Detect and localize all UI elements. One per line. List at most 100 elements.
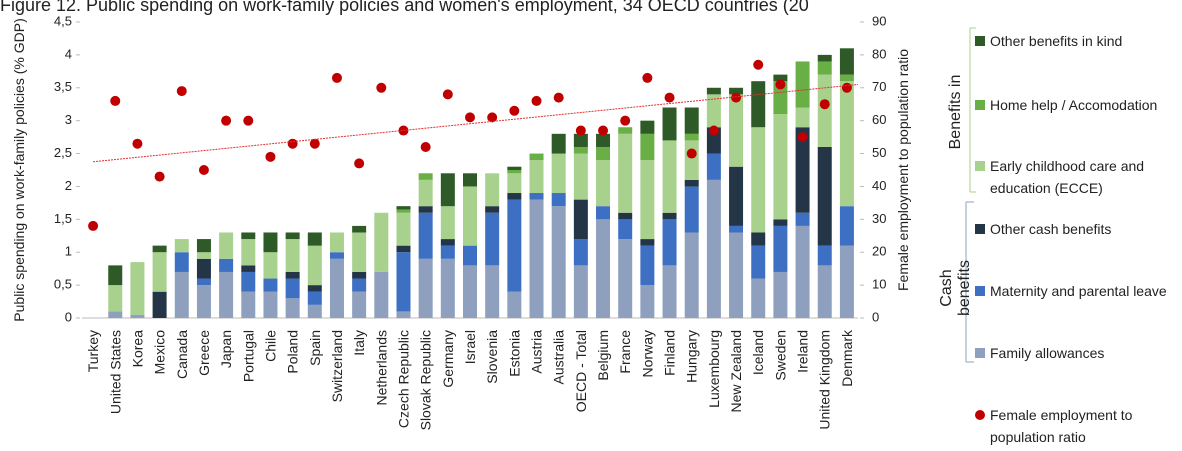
x-tick-label: United Kingdom <box>817 330 833 430</box>
dot <box>309 138 320 149</box>
dot <box>553 92 564 103</box>
bar-segment <box>773 114 788 220</box>
x-tick-label: Hungary <box>684 330 700 383</box>
bar-segment <box>241 239 256 266</box>
bar-segment <box>352 225 367 233</box>
dot <box>487 112 498 123</box>
dot <box>797 132 808 143</box>
bar-segment <box>795 61 810 108</box>
bar-segment <box>507 199 522 292</box>
x-tick-label: Korea <box>129 330 145 368</box>
bar-segment <box>773 81 788 115</box>
y2-tick-label: 90 <box>872 13 886 28</box>
bar-segment <box>706 179 721 318</box>
bar-segment <box>596 133 611 147</box>
x-tick-label: Australia <box>551 330 567 385</box>
y-tick-label: 2 <box>65 178 72 193</box>
dot <box>731 92 742 103</box>
bar-segment <box>596 146 611 161</box>
x-tick-label: New Zealand <box>728 330 744 413</box>
bar-segment <box>241 291 256 318</box>
dot <box>376 82 387 93</box>
legend-swatch <box>975 348 985 358</box>
bar-segment <box>684 140 699 180</box>
y2-tick-label: 60 <box>872 112 886 127</box>
bar-segment <box>307 232 322 246</box>
dot <box>265 151 276 162</box>
dot <box>221 115 232 126</box>
y2-tick-label: 10 <box>872 277 886 292</box>
x-tick-label: Czech Republic <box>395 330 411 428</box>
bar-segment <box>684 232 699 318</box>
dot <box>664 92 675 103</box>
bar-segment <box>507 166 522 170</box>
bar-segment <box>529 199 544 318</box>
legend-swatch <box>975 161 985 171</box>
x-tick-label: France <box>617 330 633 374</box>
legend-group: Benefits in <box>947 75 964 150</box>
bar-segment <box>751 245 766 279</box>
bar-segment <box>596 206 611 220</box>
bar-segment <box>640 120 655 134</box>
bar-segment <box>817 74 832 147</box>
x-tick-label: United States <box>107 330 123 414</box>
bar-segment <box>662 219 677 266</box>
dot <box>287 138 298 149</box>
y2-tick-label: 50 <box>872 145 886 160</box>
bar-segment <box>795 127 810 213</box>
bar-segment <box>551 206 566 318</box>
dot <box>243 115 254 126</box>
bar-segment <box>596 160 611 207</box>
bar-segment <box>396 252 411 312</box>
bar-segment <box>662 212 677 220</box>
bar-segment <box>551 153 566 194</box>
x-tick-label: Iceland <box>750 330 766 375</box>
bar-segment <box>396 209 411 213</box>
legend-label: Early childhood care and education (ECCE… <box>990 158 1145 196</box>
bar-segment <box>640 160 655 240</box>
x-tick-label: Turkey <box>85 330 101 372</box>
y-axis-label: Public spending on work-family policies … <box>11 18 27 321</box>
bar-segment <box>551 133 566 154</box>
dot <box>176 86 187 97</box>
x-tick-label: Ireland <box>795 330 811 373</box>
x-tick-label: Luxembourg <box>706 330 722 408</box>
bar-segment <box>108 311 123 318</box>
bar-segment <box>485 173 500 207</box>
dot <box>354 158 365 169</box>
bar-segment <box>618 212 633 220</box>
y-tick-label: 1,5 <box>54 211 72 226</box>
bar-segment <box>174 239 189 253</box>
bar-segment <box>196 285 211 318</box>
dot <box>531 95 542 106</box>
bar-segment <box>374 271 389 318</box>
x-tick-label: Slovak Republic <box>418 330 434 430</box>
dot <box>465 112 475 123</box>
bar-segment <box>839 48 854 75</box>
bar-segment <box>285 271 300 279</box>
bar-segment <box>618 219 633 240</box>
bar-segment <box>440 173 455 207</box>
bar-segment <box>662 107 677 141</box>
bar-segment <box>795 212 810 226</box>
bar-segment <box>285 239 300 272</box>
bar-segment <box>507 173 522 194</box>
bar-segment <box>573 146 588 154</box>
bar-segment <box>263 278 278 292</box>
bar-segment <box>729 232 744 318</box>
x-tick-label: Belgium <box>595 330 611 381</box>
bar-segment <box>440 239 455 246</box>
bar-segment <box>729 87 744 95</box>
bar-segment <box>640 133 655 161</box>
bar-segment <box>729 94 744 167</box>
bar-segment <box>729 225 744 233</box>
bar-segment <box>263 291 278 318</box>
bar-segment <box>795 107 810 128</box>
bar-segment <box>130 262 145 315</box>
bar-segment <box>463 173 477 187</box>
bar-segment <box>573 265 588 318</box>
bar-segment <box>396 212 411 246</box>
bar-segment <box>152 245 167 253</box>
bar-segment <box>263 252 278 279</box>
bar-segment <box>839 206 854 246</box>
